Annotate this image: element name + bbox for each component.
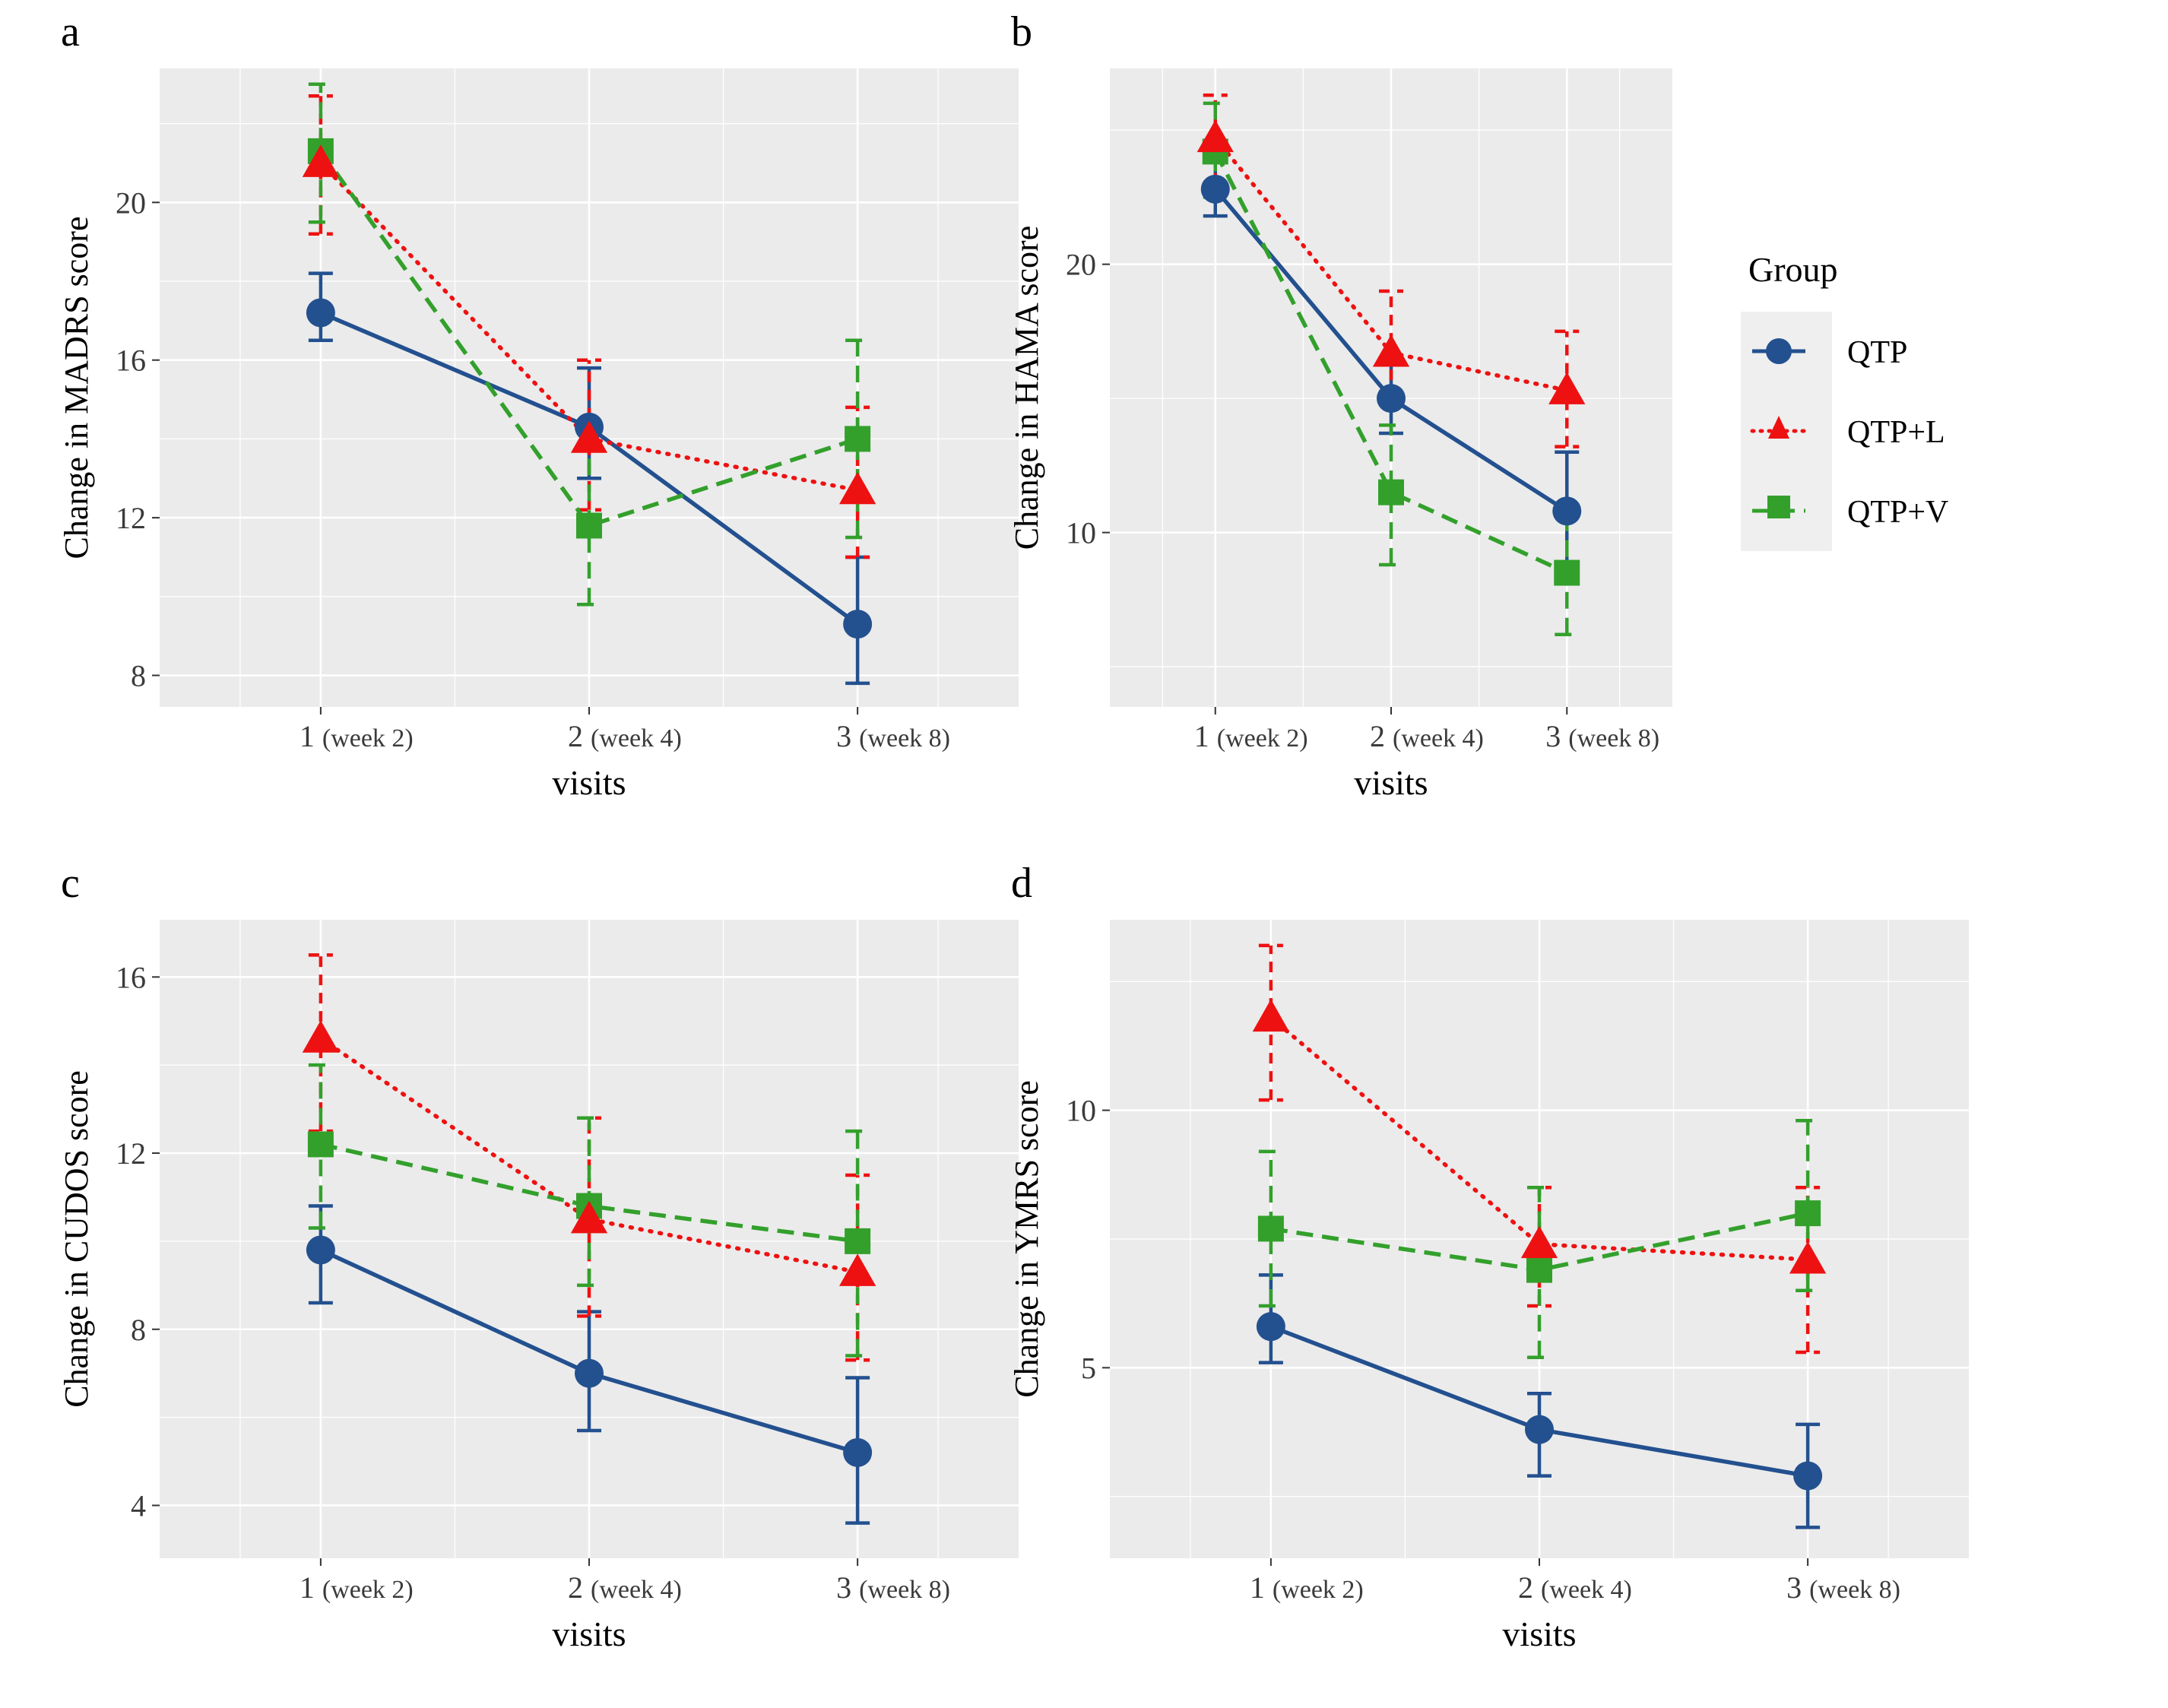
svg-text:3: 3	[836, 1570, 851, 1605]
svg-text:10: 10	[1066, 1094, 1096, 1128]
svg-text:visits: visits	[552, 1615, 626, 1653]
svg-text:(week 8): (week 8)	[859, 1576, 950, 1604]
svg-text:Change in CUDOS score: Change in CUDOS score	[58, 1070, 95, 1408]
svg-text:1: 1	[1250, 1570, 1265, 1605]
svg-text:(week 4): (week 4)	[591, 1576, 682, 1604]
svg-text:4: 4	[131, 1488, 146, 1523]
svg-text:Change in HAMA score: Change in HAMA score	[1008, 226, 1045, 550]
svg-text:8: 8	[131, 1313, 146, 1347]
svg-text:12: 12	[116, 501, 146, 535]
svg-text:16: 16	[116, 960, 146, 994]
svg-text:5: 5	[1081, 1351, 1096, 1385]
svg-text:Change in YMRS score: Change in YMRS score	[1008, 1080, 1045, 1398]
svg-text:8: 8	[131, 659, 146, 693]
svg-text:(week 4): (week 4)	[1541, 1576, 1632, 1604]
svg-text:(week 8): (week 8)	[1568, 724, 1659, 753]
svg-text:10: 10	[1066, 516, 1096, 550]
svg-text:(week 8): (week 8)	[1809, 1576, 1900, 1604]
svg-text:2: 2	[568, 719, 583, 753]
svg-text:Group: Group	[1748, 251, 1838, 289]
svg-text:(week 2): (week 2)	[1217, 724, 1308, 753]
svg-text:(week 2): (week 2)	[1273, 1576, 1364, 1604]
svg-text:3: 3	[1786, 1570, 1802, 1605]
svg-text:2: 2	[1370, 719, 1385, 753]
svg-text:(week 4): (week 4)	[1393, 724, 1484, 753]
svg-text:1: 1	[300, 719, 315, 753]
svg-text:20: 20	[116, 185, 146, 220]
svg-text:3: 3	[836, 719, 851, 753]
svg-text:2: 2	[568, 1570, 583, 1605]
svg-text:1: 1	[1194, 719, 1209, 753]
svg-text:2: 2	[1518, 1570, 1533, 1605]
svg-text:16: 16	[116, 344, 146, 378]
svg-text:QTP: QTP	[1847, 335, 1907, 370]
svg-text:(week 8): (week 8)	[859, 724, 950, 753]
svg-text:20: 20	[1066, 248, 1096, 282]
svg-text:visits: visits	[1354, 763, 1428, 802]
svg-text:visits: visits	[1502, 1615, 1576, 1653]
svg-text:QTP+V: QTP+V	[1847, 495, 1948, 530]
svg-text:(week 2): (week 2)	[322, 724, 414, 753]
svg-text:(week 4): (week 4)	[591, 724, 682, 753]
svg-text:1: 1	[300, 1570, 315, 1605]
svg-text:3: 3	[1545, 719, 1561, 753]
svg-text:(week 2): (week 2)	[322, 1576, 414, 1604]
svg-text:QTP+L: QTP+L	[1847, 415, 1945, 450]
svg-text:12: 12	[116, 1136, 146, 1171]
svg-text:visits: visits	[552, 763, 626, 802]
svg-text:Change in MADRS score: Change in MADRS score	[58, 217, 95, 559]
